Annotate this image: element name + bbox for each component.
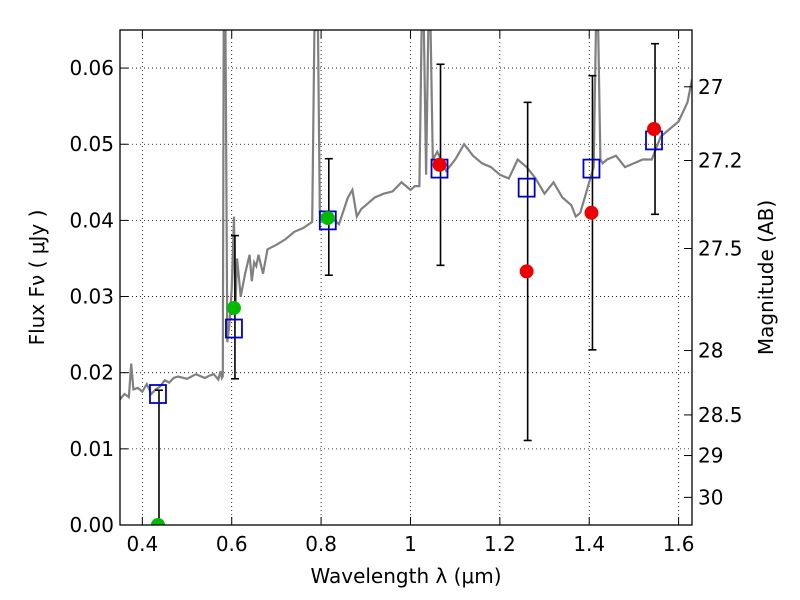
observed-point-2 xyxy=(320,211,335,226)
y-axis-label: Flux Fν ( μJy ) xyxy=(25,210,49,346)
error-bars xyxy=(154,42,660,525)
model-box-5 xyxy=(582,158,601,179)
observed-point-5 xyxy=(584,205,599,220)
magnitude-tick-labels: 27 27.2 27.5 28 28.5 29 30 xyxy=(698,75,743,510)
x-tick-label-0: 0.4 xyxy=(126,532,158,556)
observed-point-4 xyxy=(519,264,534,279)
x-tick-label-6: 1.6 xyxy=(663,532,695,556)
y-tick-label-2: 0.02 xyxy=(69,361,114,385)
magnitude-tick-label-4: 28.5 xyxy=(698,403,743,427)
template-spectrum xyxy=(120,30,692,401)
magnitude-tick-label-5: 29 xyxy=(698,444,723,468)
y-tick-label-3: 0.03 xyxy=(69,285,114,309)
x-tick-label-5: 1.4 xyxy=(573,532,605,556)
axis-ticks xyxy=(120,30,692,526)
template-spectrum-line xyxy=(120,30,692,401)
x-tick-label-4: 1.2 xyxy=(484,532,516,556)
magnitude-axis-label: Magnitude (AB) xyxy=(754,200,778,355)
magnitude-tick-label-1: 27.2 xyxy=(698,149,743,173)
x-tick-label-2: 0.8 xyxy=(305,532,337,556)
observed-point-1 xyxy=(226,300,241,315)
y-tick-label-0: 0.00 xyxy=(69,513,114,537)
x-tick-label-3: 1 xyxy=(404,532,417,556)
y-tick-label-1: 0.01 xyxy=(69,437,114,461)
observed-point-0 xyxy=(150,518,165,525)
x-axis-label: Wavelength λ (μm) xyxy=(310,564,501,588)
y-tick-label-4: 0.04 xyxy=(69,208,114,232)
x-tick-label-1: 0.6 xyxy=(216,532,248,556)
model-box-0 xyxy=(149,384,167,404)
magnitude-tick-label-3: 28 xyxy=(698,339,723,363)
observed-points xyxy=(150,122,662,525)
grid-lines xyxy=(120,30,692,526)
magnitude-tick-label-6: 30 xyxy=(698,485,723,509)
observed-point-6 xyxy=(647,122,662,136)
plot-frame xyxy=(119,29,693,526)
observed-point-3 xyxy=(432,157,447,172)
y-tick-label-6: 0.06 xyxy=(69,56,114,80)
magnitude-tick-label-2: 27.5 xyxy=(698,237,743,261)
model-box-4 xyxy=(517,177,536,198)
y-tick-labels: 0.00 0.01 0.02 0.03 0.04 0.05 0.06 xyxy=(69,56,114,537)
model-box-1 xyxy=(225,318,243,339)
magnitude-tick-label-0: 27 xyxy=(698,75,723,99)
x-tick-labels: 0.4 0.6 0.8 1 1.2 1.4 1.6 xyxy=(126,532,694,556)
y-tick-label-5: 0.05 xyxy=(69,132,114,156)
